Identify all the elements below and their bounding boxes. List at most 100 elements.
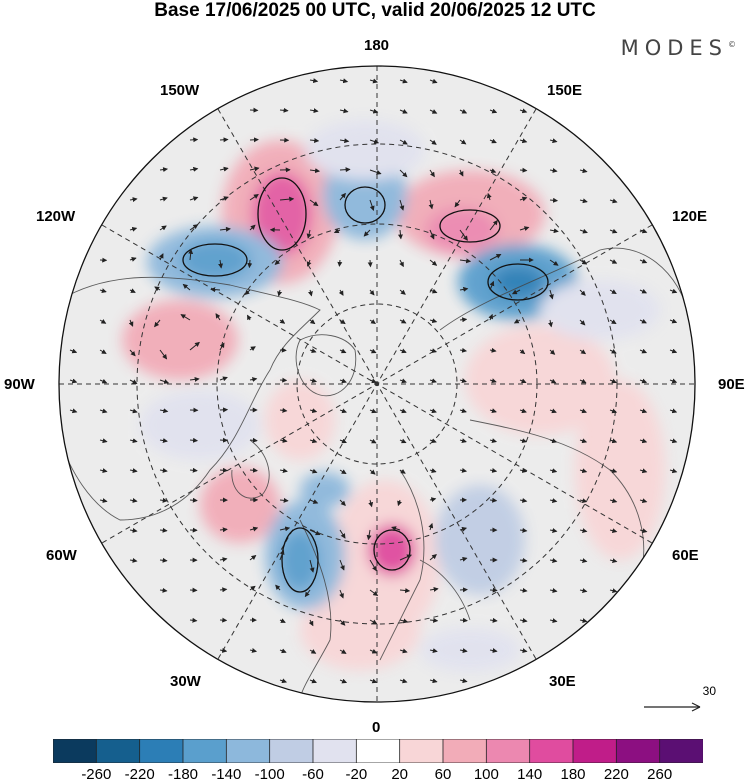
wind-vector: [279, 618, 286, 623]
wind-vector: [459, 556, 468, 562]
wind-vector: [369, 169, 382, 175]
wind-vector: [159, 497, 168, 503]
colorbar-tick-label: 140: [517, 766, 543, 783]
wind-vector: [182, 283, 191, 291]
wind-vector: [579, 289, 586, 296]
brand-text: MODES: [620, 36, 728, 60]
colorbar-swatch: [139, 739, 184, 763]
wind-vector: [579, 319, 586, 326]
wind-vector: [669, 438, 678, 444]
wind-vector: [429, 617, 439, 623]
wind-vector: [519, 557, 528, 563]
wind-vector: [519, 468, 528, 473]
colorbar-tick-label: -20: [345, 766, 368, 783]
wind-vector: [219, 437, 228, 443]
wind-vector: [519, 587, 528, 593]
wind-vector: [639, 498, 648, 504]
wind-vector: [129, 256, 137, 262]
wind-vector: [367, 259, 373, 268]
wind-vector: [339, 348, 347, 354]
wind-vector: [249, 224, 256, 231]
wind-vector: [279, 318, 286, 324]
wind-vector: [369, 78, 379, 84]
wind-vector: [369, 678, 378, 684]
wind-vector: [488, 313, 493, 321]
wind-vector: [219, 557, 228, 562]
wind-vector: [489, 438, 498, 444]
wind-vector: [338, 289, 344, 296]
colorbar-swatch: [659, 739, 703, 763]
wind-vector: [609, 498, 618, 504]
wind-vector: [639, 288, 648, 294]
wind-vector: [309, 78, 319, 84]
wind-vector: [339, 589, 344, 599]
wind-vector: [189, 376, 200, 382]
wind-vector: [189, 341, 200, 351]
wind-vector: [309, 319, 316, 325]
wind-vector: [99, 349, 107, 354]
colorbar-swatch: [399, 739, 444, 763]
wind-vector: [339, 649, 347, 654]
colorbar-swatch: [442, 739, 488, 763]
lon-label-0: 0: [372, 719, 381, 736]
wind-vector: [369, 378, 377, 384]
wind-vector: [519, 408, 527, 414]
wind-vector: [489, 138, 497, 144]
wind-vector: [129, 408, 138, 414]
wind-vector: [639, 228, 648, 234]
wind-vector: [249, 526, 259, 532]
wind-vector: [459, 587, 468, 593]
contours: [182, 177, 549, 593]
wind-vector: [159, 438, 168, 443]
wind-vector: [519, 196, 528, 202]
wind-vector: [369, 559, 377, 572]
wind-vector: [579, 498, 588, 504]
wind-vector: [279, 549, 285, 561]
wind-vector: [489, 253, 502, 261]
wind-vector: [189, 497, 198, 503]
wind-vector: [128, 319, 134, 327]
colorbar: [53, 739, 703, 763]
wind-vector: [249, 194, 259, 201]
map-title: Base 17/06/2025 00 UTC, valid 20/06/2025…: [154, 0, 596, 21]
wind-vector: [129, 349, 136, 357]
wind-vector: [579, 408, 587, 414]
colorbar-tick-label: 100: [473, 766, 499, 783]
lon-label-120w: 120W: [36, 208, 76, 225]
wind-vector: [549, 228, 559, 234]
wind-vector: [459, 648, 468, 653]
wind-vector: [369, 589, 379, 596]
wind-vector: [339, 499, 346, 506]
wind-vector: [639, 408, 648, 414]
wind-vector: [339, 619, 346, 626]
wind-vector: [309, 529, 321, 536]
wind-vector: [609, 198, 618, 204]
wind-vector: [459, 617, 468, 623]
anomaly-eastern-europe-negative: [435, 485, 525, 595]
wind-vector: [189, 196, 199, 202]
wind-vector: [159, 225, 167, 231]
wind-vector: [519, 497, 528, 503]
graticule: [59, 66, 695, 702]
wind-vector: [454, 199, 461, 208]
wind-vector: [391, 526, 401, 531]
wind-vector: [339, 378, 347, 384]
colorbar-swatch: [529, 739, 574, 763]
wind-vector: [549, 588, 558, 593]
wind-vector: [429, 169, 435, 178]
colorbar-swatch: [485, 739, 531, 763]
colorbar-tick-label: -100: [254, 766, 285, 783]
wind-vector: [279, 648, 287, 654]
colorbar-tick-label: -260: [81, 766, 112, 783]
colorbar-tick-label: -220: [124, 766, 155, 783]
wind-vector: [279, 196, 295, 202]
wind-vector: [369, 619, 378, 625]
wind-vector: [579, 438, 588, 444]
wind-vector: [399, 199, 405, 211]
wind-vector: [579, 349, 587, 355]
colorbar-tick-label: 260: [647, 766, 673, 783]
wind-vector: [189, 166, 199, 172]
wind-vector: [489, 168, 497, 173]
wind-vector: [609, 408, 618, 414]
wind-vector: [369, 319, 376, 324]
